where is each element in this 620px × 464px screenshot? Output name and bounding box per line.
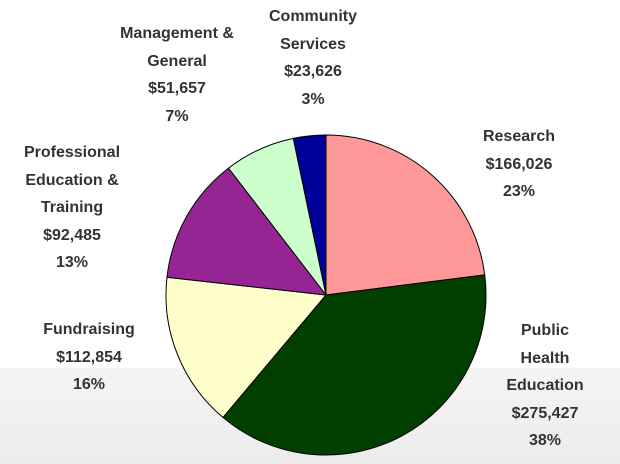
pie-slice [222,274,487,456]
slice-label: Public Health Education $275,427 38% [506,317,583,455]
percent-label: 3% [301,90,325,108]
percent-label: 16% [72,376,106,393]
percent-label: 7% [165,107,189,125]
pie-slice [166,167,328,296]
value-label: $112,854 [56,348,122,366]
value-label: $92,485 [43,226,101,244]
value-label: $166,026 [485,155,553,173]
pie-slice [165,276,327,419]
category-label: Management & General [120,25,234,70]
category-label: Research [482,128,556,145]
slice-label: Professional Education & Training $92,485… [24,139,120,277]
slice-label: Research $166,026 23% [483,123,555,206]
pie-slice [292,134,327,296]
percent-label: 23% [502,183,536,200]
slice-label: Fundraising $112,854 16% [43,316,135,399]
category-label: Professional Education & Training [23,144,121,216]
slice-label: Community Services $23,626 3% [269,3,357,113]
category-label: Community Services [269,8,357,53]
category-label: Public Health Education [506,322,584,394]
slice-label: Management & General $51,657 7% [120,20,234,130]
pie-slice [325,134,486,296]
category-label: Fundraising [43,321,135,338]
percent-label: 13% [55,254,89,271]
value-label: $51,657 [148,80,206,97]
percent-label: 38% [528,432,562,449]
value-label: $23,626 [284,63,342,80]
value-label: $275,427 [511,404,579,422]
